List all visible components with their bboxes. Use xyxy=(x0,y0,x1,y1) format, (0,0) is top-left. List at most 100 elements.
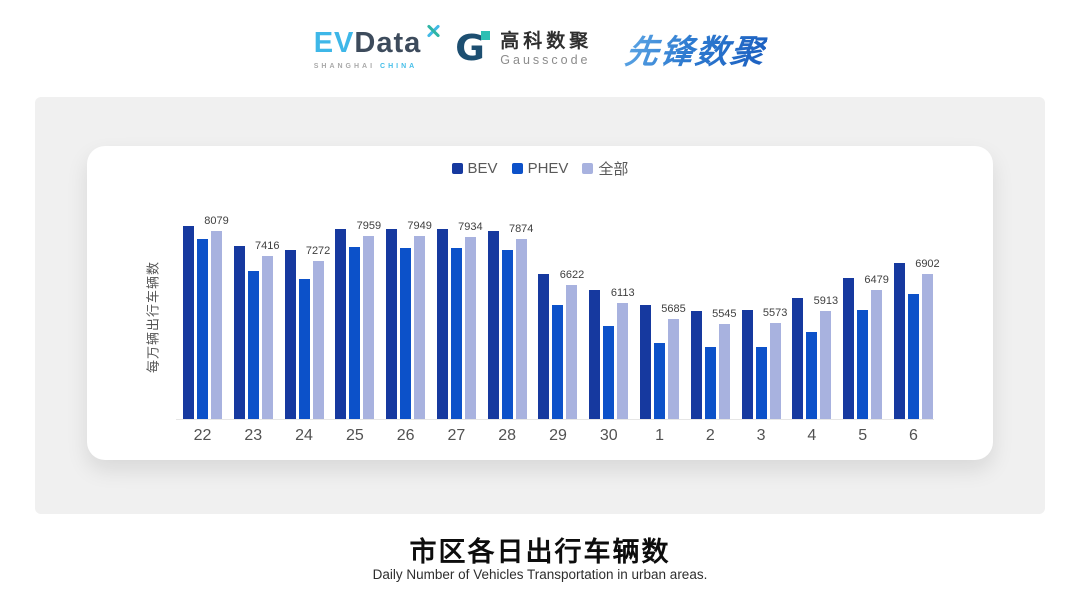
bar-group-30: 6113 30 xyxy=(589,216,635,444)
bar-all-23[interactable] xyxy=(261,256,273,419)
bar-wrap-bev xyxy=(690,311,702,419)
bar-phev-3[interactable] xyxy=(755,347,767,419)
bar-phev-30[interactable] xyxy=(603,326,615,419)
bar-bev-22[interactable] xyxy=(183,226,194,419)
bar-bev-29[interactable] xyxy=(538,274,550,419)
legend-item-all[interactable]: 全部 xyxy=(582,158,628,179)
legend-swatch-bev xyxy=(451,163,463,174)
bar-phev-28[interactable] xyxy=(501,250,513,419)
bar-phev-27[interactable] xyxy=(450,248,462,419)
x-axis-tick-23: 23 xyxy=(244,427,263,444)
x-axis-tick-24: 24 xyxy=(295,427,313,444)
gausscode-cn-text: 高科数聚 xyxy=(500,31,593,53)
bar-phev-29[interactable] xyxy=(552,305,564,419)
evdata-data-text: Data xyxy=(354,26,422,59)
bar-value-label: 5685 xyxy=(661,303,686,315)
x-axis-tick-28: 28 xyxy=(498,427,517,444)
bar-bev-23[interactable] xyxy=(233,246,245,419)
bar-bev-5[interactable] xyxy=(843,278,855,419)
x-axis-tick-25: 25 xyxy=(345,427,364,444)
bar-all-2[interactable] xyxy=(718,324,730,419)
bar-wrap-phev xyxy=(654,343,666,419)
bar-group-23: 7416 23 xyxy=(233,216,280,444)
evdata-subtext: SHANGHAI CHINA xyxy=(314,63,417,70)
bar-wrap-phev xyxy=(552,305,564,419)
bar-wrap-phev xyxy=(806,332,818,419)
bar-value-label: 5913 xyxy=(813,295,839,307)
bar-all-1[interactable] xyxy=(668,319,680,419)
chart-subtitle: Daily Number of Vehicles Transportation … xyxy=(372,567,708,582)
bar-group-4: 5913 4 xyxy=(792,216,838,444)
bar-group-1: 5685 1 xyxy=(640,216,686,444)
bar-group-28: 7874 28 xyxy=(487,216,533,444)
bar-all-29[interactable] xyxy=(566,285,578,419)
bar-phev-25[interactable] xyxy=(349,247,361,419)
bar-all-30[interactable] xyxy=(617,303,629,419)
bar-value-label: 7874 xyxy=(508,223,534,235)
chart-panel: BEV PHEV 全部 每万辆出行车辆数 8079 22 7416 23 7272 24 795… xyxy=(35,97,1045,514)
bar-phev-22[interactable] xyxy=(197,239,208,419)
bar-group-3: 5573 3 xyxy=(741,216,787,444)
bar-all-3[interactable] xyxy=(769,323,781,419)
bar-group-6: 6902 6 xyxy=(893,216,940,444)
x-axis-tick-6: 6 xyxy=(908,427,918,444)
chart-title: 市区各日出行车辆数 xyxy=(409,537,671,567)
bar-phev-5[interactable] xyxy=(857,310,869,419)
evdata-logo: EVData SHANGHAI CHINA xyxy=(314,23,441,70)
bar-phev-24[interactable] xyxy=(298,279,310,419)
bar-bev-1[interactable] xyxy=(640,305,652,419)
bar-bev-2[interactable] xyxy=(690,311,702,419)
y-axis-title: 每万辆出行车辆数 xyxy=(145,260,161,374)
bar-all-26[interactable] xyxy=(414,236,426,419)
logo-header: EVData SHANGHAI CHINA G 高科数聚 Gausscode 先… xyxy=(0,0,1080,92)
bar-bev-28[interactable] xyxy=(487,231,499,419)
bar-wrap-all: 8079 xyxy=(204,215,229,419)
bar-bev-26[interactable] xyxy=(386,229,398,419)
bar-phev-23[interactable] xyxy=(247,271,259,419)
bar-wrap-all: 6479 xyxy=(864,274,889,419)
bar-wrap-bev xyxy=(640,305,652,419)
bar-value-label: 5545 xyxy=(712,308,737,320)
x-axis-tick-5: 5 xyxy=(858,427,868,444)
bar-wrap-all: 6113 xyxy=(611,287,635,419)
bar-phev-6[interactable] xyxy=(907,294,919,419)
bar-all-24[interactable] xyxy=(312,261,324,419)
bar-phev-26[interactable] xyxy=(400,248,412,419)
bar-wrap-all: 7949 xyxy=(407,220,432,419)
bar-wrap-bev xyxy=(284,250,296,419)
bar-all-4[interactable] xyxy=(820,311,832,419)
bar-phev-4[interactable] xyxy=(806,332,818,419)
bar-phev-2[interactable] xyxy=(704,347,716,419)
bar-wrap-bev xyxy=(538,274,550,419)
bar-wrap-phev xyxy=(907,294,919,419)
legend-item-phev[interactable]: PHEV xyxy=(511,160,568,177)
bar-wrap-phev xyxy=(349,247,361,419)
evdata-china-text: CHINA xyxy=(380,62,418,70)
bar-group-25: 7959 25 xyxy=(335,216,381,444)
legend-item-bev[interactable]: BEV xyxy=(451,160,498,177)
bar-value-label: 7272 xyxy=(305,245,331,257)
bar-wrap-phev xyxy=(857,310,869,419)
bar-phev-1[interactable] xyxy=(654,343,666,419)
bar-all-5[interactable] xyxy=(871,290,883,419)
bar-bev-25[interactable] xyxy=(335,229,347,419)
bar-all-27[interactable] xyxy=(464,237,476,419)
bar-wrap-phev xyxy=(603,326,615,419)
bar-wrap-phev xyxy=(247,271,259,419)
bar-wrap-all: 7934 xyxy=(458,221,483,419)
bar-bev-6[interactable] xyxy=(893,263,905,419)
bar-all-25[interactable] xyxy=(363,236,375,419)
bar-wrap-bev xyxy=(335,229,347,419)
gausscode-g-letter: G xyxy=(455,28,485,69)
bar-bev-30[interactable] xyxy=(589,290,601,419)
bar-wrap-bev xyxy=(741,310,753,419)
bar-all-22[interactable] xyxy=(211,231,222,419)
x-axis-tick-4: 4 xyxy=(807,427,817,444)
bar-all-28[interactable] xyxy=(515,239,527,419)
bar-bev-27[interactable] xyxy=(436,229,448,419)
bar-bev-24[interactable] xyxy=(284,250,296,419)
bar-bev-3[interactable] xyxy=(741,310,753,419)
bar-wrap-all: 5545 xyxy=(712,308,737,419)
bar-all-6[interactable] xyxy=(921,274,933,419)
bar-bev-4[interactable] xyxy=(792,298,804,419)
